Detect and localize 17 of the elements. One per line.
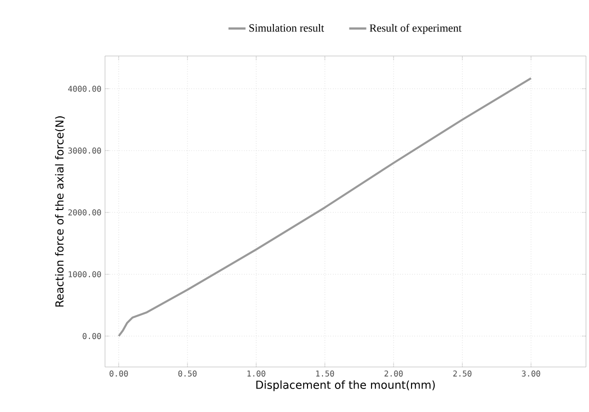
x-tick-label: 1.50 [316, 370, 334, 377]
x-tick-label: 1.00 [248, 370, 266, 377]
y-tick-label: 1000.00 [68, 271, 101, 278]
legend-label: Result of experiment [370, 24, 462, 34]
x-tick-label: 3.00 [522, 370, 540, 377]
x-tick-label: 0.50 [178, 370, 197, 377]
x-tick-label: 2.50 [453, 370, 472, 377]
x-axis-title: Displacement of the mount(mm) [256, 380, 435, 392]
x-tick-label: 2.00 [384, 370, 403, 377]
x-tick-label: 0.00 [110, 370, 128, 377]
y-tick-label: 4000.00 [68, 86, 101, 92]
y-axis-title: Reaction force of the axial force(N) [55, 116, 65, 307]
y-tick-label: 2000.00 [68, 209, 101, 216]
y-tick-label: 3000.00 [68, 148, 101, 154]
legend-label: Simulation result [249, 24, 324, 32]
y-tick-label: 0.00 [82, 333, 101, 340]
line-series [118, 77, 532, 338]
